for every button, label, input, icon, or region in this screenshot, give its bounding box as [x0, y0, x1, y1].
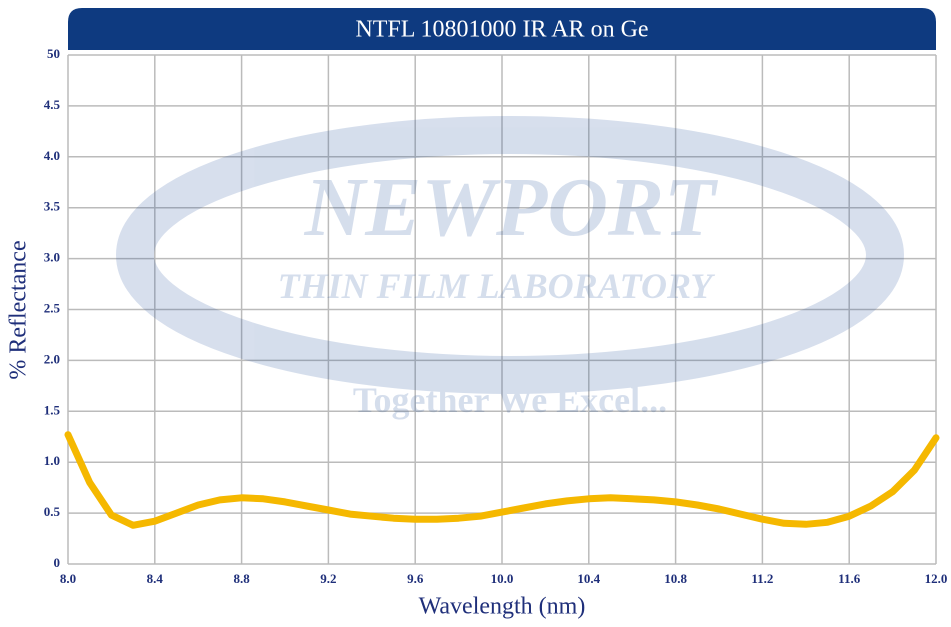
x-axis-label: Wavelength (nm)	[419, 594, 586, 620]
x-tick-label: 10.8	[664, 571, 687, 586]
watermark-ellipse	[116, 116, 904, 394]
x-tick-label: 8.0	[60, 571, 76, 586]
watermark: NEWPORT THIN FILM LABORATORY Together We…	[116, 116, 904, 420]
y-axis-label: % Reflectance	[6, 240, 32, 379]
chart-title: NTFL 10801000 IR AR on Ge	[355, 17, 648, 43]
y-tick-label: 0.5	[44, 504, 61, 519]
x-tick-label: 11.6	[838, 571, 861, 586]
y-tick-label: 3.0	[44, 250, 60, 265]
watermark-text: Together We Excel...	[353, 380, 667, 420]
y-tick-label: 3.5	[44, 199, 61, 214]
y-tick-label: 0	[54, 555, 61, 570]
x-tick-label: 11.2	[751, 571, 773, 586]
y-tick-label: 1.5	[44, 402, 61, 417]
watermark-text: NEWPORT	[304, 161, 719, 254]
x-tick-label: 8.4	[147, 571, 164, 586]
line	[64, 431, 940, 529]
y-tick-label: 4.0	[44, 148, 60, 163]
y-tick-label: 1.0	[44, 453, 60, 468]
x-tick-label: 10.0	[491, 571, 514, 586]
y-tick-label: 2.0	[44, 351, 60, 366]
x-tick-label: 10.4	[577, 571, 600, 586]
x-tick-label: 8.8	[233, 571, 250, 586]
x-tick-label: 12.0	[925, 571, 948, 586]
watermark-text: THIN FILM LABORATORY	[278, 266, 716, 306]
y-tick-label: 50	[47, 46, 60, 61]
title-bar	[68, 8, 936, 50]
x-tick-label: 9.6	[407, 571, 424, 586]
y-tick-label: 4.5	[44, 97, 61, 112]
y-tick-label: 2.5	[44, 300, 61, 315]
x-tick-label: 9.2	[320, 571, 336, 586]
